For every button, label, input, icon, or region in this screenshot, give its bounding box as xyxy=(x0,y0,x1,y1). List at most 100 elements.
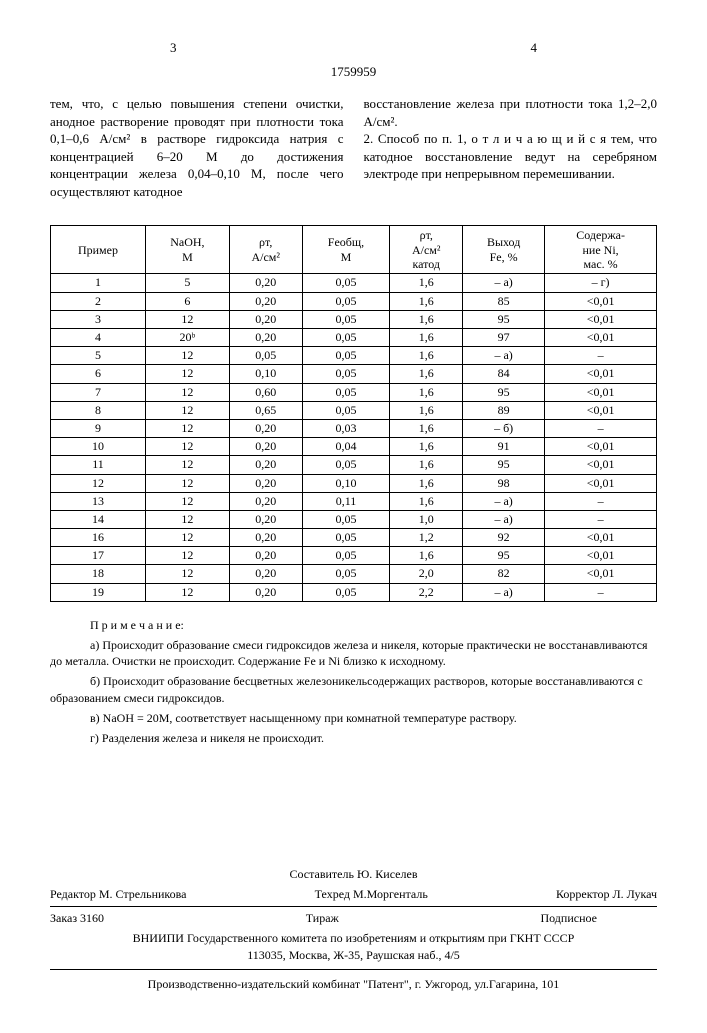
table-header: Содержа-ние Ni,мас. % xyxy=(545,226,657,274)
table-cell: 3 xyxy=(51,310,146,328)
table-cell: 1,6 xyxy=(390,274,463,292)
table-cell: 2,2 xyxy=(390,583,463,601)
table-row: 3120,200,051,695<0,01 xyxy=(51,310,657,328)
table-cell: 89 xyxy=(463,401,545,419)
table-cell: 5 xyxy=(145,274,229,292)
table-cell: 0,10 xyxy=(229,365,302,383)
table-row: 11120,200,051,695<0,01 xyxy=(51,456,657,474)
table-cell: 0,05 xyxy=(302,529,390,547)
table-cell: – б) xyxy=(463,419,545,437)
footer-tirazh: Тираж xyxy=(306,910,339,927)
table-cell: 19 xyxy=(51,583,146,601)
table-cell: <0,01 xyxy=(545,474,657,492)
table-cell: <0,01 xyxy=(545,456,657,474)
table-header: ρт,А/см²катод xyxy=(390,226,463,274)
footer-tehred: Техред М.Моргенталь xyxy=(315,886,428,903)
table-cell: 0,04 xyxy=(302,438,390,456)
table-cell: – xyxy=(545,492,657,510)
footer-editor: Редактор М. Стрельникова xyxy=(50,886,186,903)
table-cell: 1,6 xyxy=(390,383,463,401)
page-numbers: 3 4 xyxy=(50,40,657,56)
table-cell: <0,01 xyxy=(545,310,657,328)
footer-order: Заказ 3160 xyxy=(50,910,104,927)
table-cell: 0,20 xyxy=(229,565,302,583)
table-cell: 1,6 xyxy=(390,310,463,328)
body-columns: тем, что, с целью повышения степени очис… xyxy=(50,95,657,200)
left-column: тем, что, с целью повышения степени очис… xyxy=(50,95,344,200)
right-text-p1: восстановление железа при плотности тока… xyxy=(364,95,658,130)
table-cell: 0,05 xyxy=(302,401,390,419)
footer-compiler: Составитель Ю. Киселев xyxy=(50,866,657,883)
table-cell: 7 xyxy=(51,383,146,401)
table-cell: – xyxy=(545,583,657,601)
table-cell: – а) xyxy=(463,347,545,365)
table-cell: 1,6 xyxy=(390,401,463,419)
table-cell: – xyxy=(545,419,657,437)
footer-org-name: ВНИИПИ Государственного комитета по изоб… xyxy=(50,930,657,947)
table-row: 260,200,051,685<0,01 xyxy=(51,292,657,310)
table-cell: 0,20 xyxy=(229,419,302,437)
table-cell: 13 xyxy=(51,492,146,510)
table-cell: 0,05 xyxy=(302,383,390,401)
table-cell: <0,01 xyxy=(545,292,657,310)
note-b: б) Происходит образование бесцветных жел… xyxy=(50,673,657,707)
table-cell: 0,20 xyxy=(229,438,302,456)
page-left: 3 xyxy=(170,40,177,56)
notes-block: П р и м е ч а н и е: а) Происходит образ… xyxy=(50,617,657,747)
table-cell: 0,05 xyxy=(302,583,390,601)
note-a: а) Происходит образование смеси гидрокси… xyxy=(50,637,657,671)
table-header: ВыходFe, % xyxy=(463,226,545,274)
table-cell: 0,20 xyxy=(229,492,302,510)
table-row: 5120,050,051,6– а)– xyxy=(51,347,657,365)
table-header: ρт,А/см² xyxy=(229,226,302,274)
table-cell: 82 xyxy=(463,565,545,583)
footer-corrector: Корректор Л. Лукач xyxy=(556,886,657,903)
table-cell: 0,20 xyxy=(229,274,302,292)
table-row: 14120,200,051,0– а)– xyxy=(51,510,657,528)
table-cell: 0,05 xyxy=(302,547,390,565)
table-cell: <0,01 xyxy=(545,329,657,347)
footer-podpisnoe: Подписное xyxy=(540,910,597,927)
table-cell: 1,6 xyxy=(390,419,463,437)
table-cell: – а) xyxy=(463,510,545,528)
table-cell: 1,6 xyxy=(390,438,463,456)
table-cell: 0,20 xyxy=(229,310,302,328)
table-row: 18120,200,052,082<0,01 xyxy=(51,565,657,583)
table-cell: 16 xyxy=(51,529,146,547)
table-cell: 0,65 xyxy=(229,401,302,419)
table-row: 13120,200,111,6– а)– xyxy=(51,492,657,510)
table-cell: 2,0 xyxy=(390,565,463,583)
table-cell: 0,05 xyxy=(229,347,302,365)
page-right: 4 xyxy=(531,40,538,56)
table-cell: 0,05 xyxy=(302,329,390,347)
table-cell: 95 xyxy=(463,547,545,565)
table-cell: 0,03 xyxy=(302,419,390,437)
table-cell: – а) xyxy=(463,492,545,510)
table-row: 12120,200,101,698<0,01 xyxy=(51,474,657,492)
table-cell: 17 xyxy=(51,547,146,565)
table-cell: 1,2 xyxy=(390,529,463,547)
table-cell: 1,6 xyxy=(390,492,463,510)
table-cell: 1,6 xyxy=(390,329,463,347)
table-cell: 12 xyxy=(145,456,229,474)
table-cell: 12 xyxy=(145,310,229,328)
table-cell: <0,01 xyxy=(545,565,657,583)
note-v: в) NaOH = 20М, соответствует насыщенному… xyxy=(50,710,657,727)
table-cell: 9 xyxy=(51,419,146,437)
notes-title: П р и м е ч а н и е: xyxy=(50,617,657,634)
table-cell: 12 xyxy=(145,474,229,492)
table-cell: 1,6 xyxy=(390,292,463,310)
table-cell: <0,01 xyxy=(545,438,657,456)
note-g: г) Разделения железа и никеля не происхо… xyxy=(50,730,657,747)
table-cell: 12 xyxy=(145,492,229,510)
table-cell: 1,6 xyxy=(390,365,463,383)
table-cell: 12 xyxy=(145,365,229,383)
table-cell: – а) xyxy=(463,583,545,601)
footer-publisher: Производственно-издательский комбинат "П… xyxy=(50,976,657,993)
table-cell: 0,20 xyxy=(229,329,302,347)
table-cell: 0,20 xyxy=(229,510,302,528)
table-cell: <0,01 xyxy=(545,365,657,383)
footer-credits: Редактор М. Стрельникова Техред М.Морген… xyxy=(50,886,657,907)
table-header: Пример xyxy=(51,226,146,274)
table-cell: 0,20 xyxy=(229,547,302,565)
